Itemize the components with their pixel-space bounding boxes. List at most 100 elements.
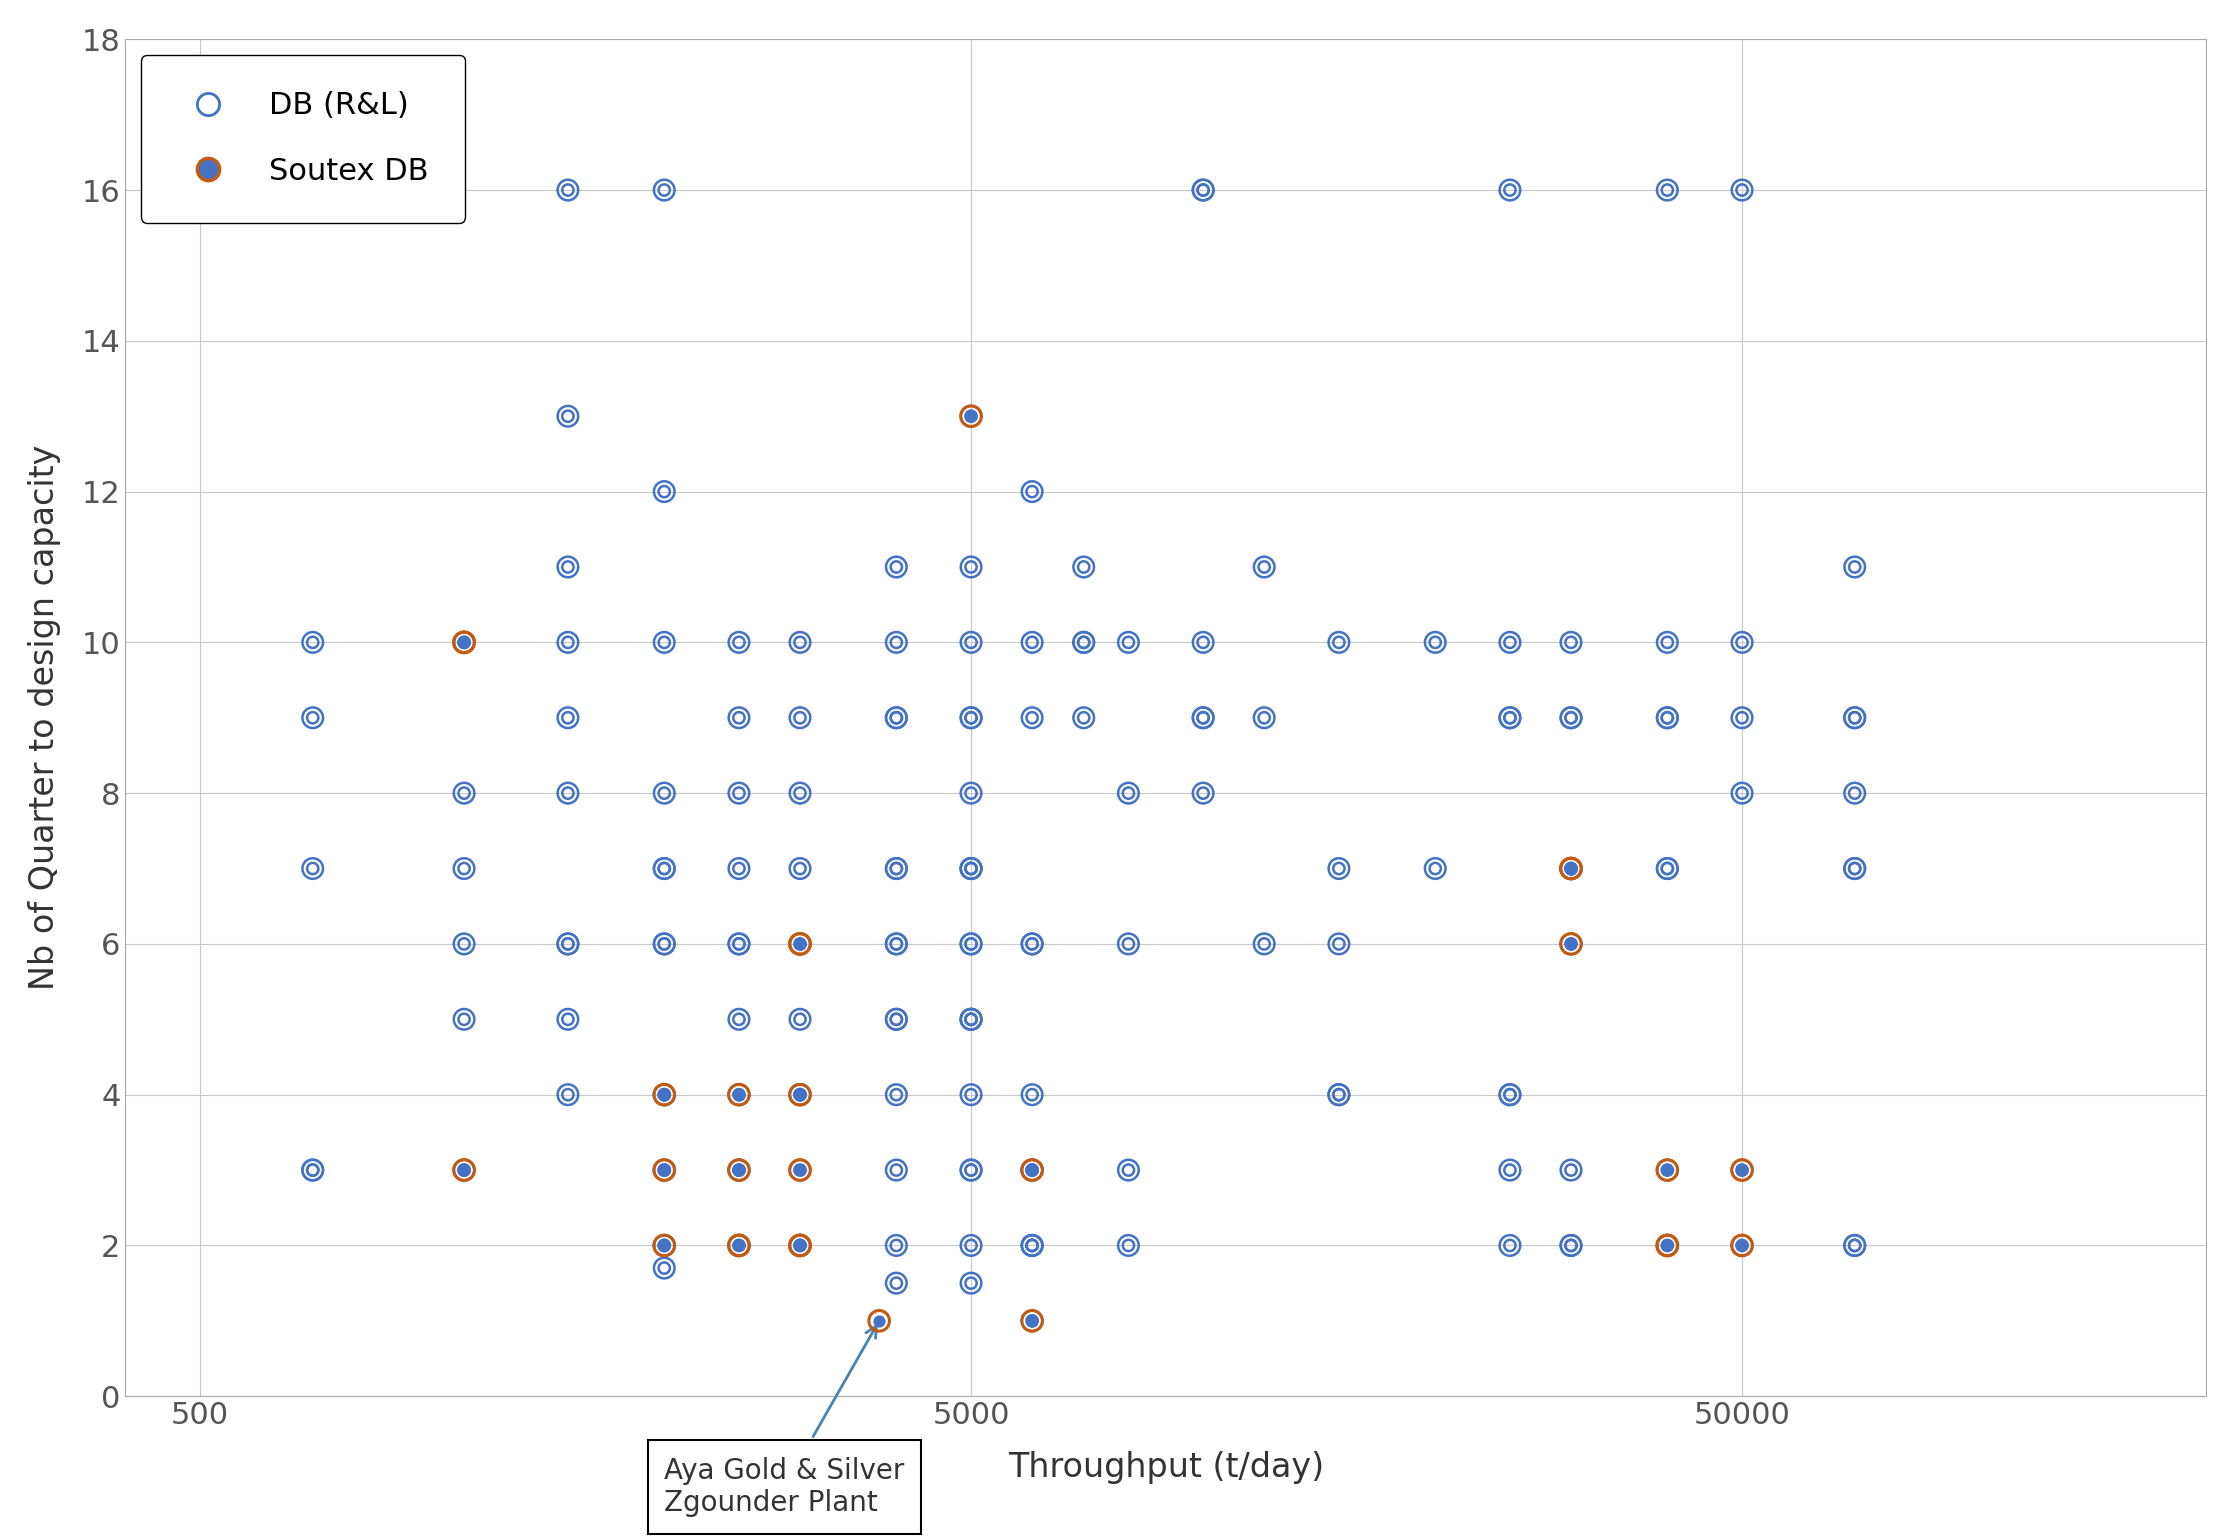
Point <box>1836 856 1872 881</box>
Point <box>722 931 757 956</box>
Point <box>1553 856 1588 881</box>
Point <box>782 1157 818 1182</box>
Point <box>782 781 818 805</box>
Point <box>1553 705 1588 730</box>
Point <box>878 931 914 956</box>
Point <box>878 856 914 881</box>
Point <box>1320 856 1356 881</box>
Point <box>1725 1233 1760 1257</box>
Point <box>646 1082 681 1107</box>
Point <box>722 1157 757 1182</box>
Point <box>954 1007 990 1031</box>
Point <box>646 1082 681 1107</box>
Point <box>1014 931 1050 956</box>
Point <box>954 1007 990 1031</box>
Point <box>1416 630 1452 655</box>
Point <box>1014 1233 1050 1257</box>
Point <box>954 1233 990 1257</box>
Point <box>1320 1082 1356 1107</box>
Point <box>550 931 585 956</box>
Point <box>1014 1233 1050 1257</box>
Point <box>782 1233 818 1257</box>
Point <box>646 1233 681 1257</box>
Point <box>646 931 681 956</box>
Point <box>1247 705 1282 730</box>
Point <box>295 856 331 881</box>
Point <box>1649 630 1684 655</box>
Point <box>447 856 483 881</box>
Point <box>1725 178 1760 203</box>
Point <box>447 630 483 655</box>
Point <box>1649 705 1684 730</box>
Point <box>782 1082 818 1107</box>
Point <box>1492 1233 1528 1257</box>
Point <box>1649 856 1684 881</box>
Point <box>1110 931 1146 956</box>
Point <box>295 705 331 730</box>
Point <box>782 1082 818 1107</box>
Point <box>878 1007 914 1031</box>
Point <box>954 1271 990 1296</box>
Point <box>782 1233 818 1257</box>
Point <box>646 630 681 655</box>
Point <box>1553 856 1588 881</box>
Point <box>782 1082 818 1107</box>
Point <box>722 1157 757 1182</box>
Point <box>1492 1082 1528 1107</box>
Point <box>646 856 681 881</box>
Point <box>878 856 914 881</box>
Point <box>447 630 483 655</box>
Point <box>1014 480 1050 504</box>
Point <box>1649 856 1684 881</box>
Point <box>447 630 483 655</box>
Point <box>1649 856 1684 881</box>
Point <box>1320 1082 1356 1107</box>
Point <box>1553 1233 1588 1257</box>
X-axis label: Throughput (t/day): Throughput (t/day) <box>1008 1451 1325 1483</box>
Point <box>782 931 818 956</box>
Point <box>1320 1082 1356 1107</box>
Point <box>1492 178 1528 203</box>
Point <box>722 1233 757 1257</box>
Point <box>1649 1233 1684 1257</box>
Point <box>782 630 818 655</box>
Point <box>646 1233 681 1257</box>
Point <box>878 1233 914 1257</box>
Point <box>1110 630 1146 655</box>
Point <box>954 705 990 730</box>
Point <box>1649 1233 1684 1257</box>
Point <box>954 705 990 730</box>
Point <box>722 1007 757 1031</box>
Point <box>954 1271 990 1296</box>
Point <box>1553 705 1588 730</box>
Point <box>722 1233 757 1257</box>
Point <box>1492 705 1528 730</box>
Point <box>782 1233 818 1257</box>
Point <box>1553 705 1588 730</box>
Point <box>878 630 914 655</box>
Point <box>447 1157 483 1182</box>
Point <box>954 1157 990 1182</box>
Point <box>1186 705 1222 730</box>
Point <box>1553 1233 1588 1257</box>
Point <box>1725 630 1760 655</box>
Point <box>295 856 331 881</box>
Point <box>1416 856 1452 881</box>
Point <box>878 931 914 956</box>
Point <box>1014 1157 1050 1182</box>
Point <box>447 1157 483 1182</box>
Point <box>722 630 757 655</box>
Point <box>1649 1233 1684 1257</box>
Point <box>954 555 990 579</box>
Point <box>1110 781 1146 805</box>
Point <box>782 1157 818 1182</box>
Point <box>954 931 990 956</box>
Legend: DB (R&L), Soutex DB: DB (R&L), Soutex DB <box>141 54 465 223</box>
Point <box>1066 630 1101 655</box>
Point <box>1186 705 1222 730</box>
Point <box>1492 705 1528 730</box>
Point <box>722 705 757 730</box>
Point <box>782 1157 818 1182</box>
Point <box>1836 705 1872 730</box>
Point <box>1553 856 1588 881</box>
